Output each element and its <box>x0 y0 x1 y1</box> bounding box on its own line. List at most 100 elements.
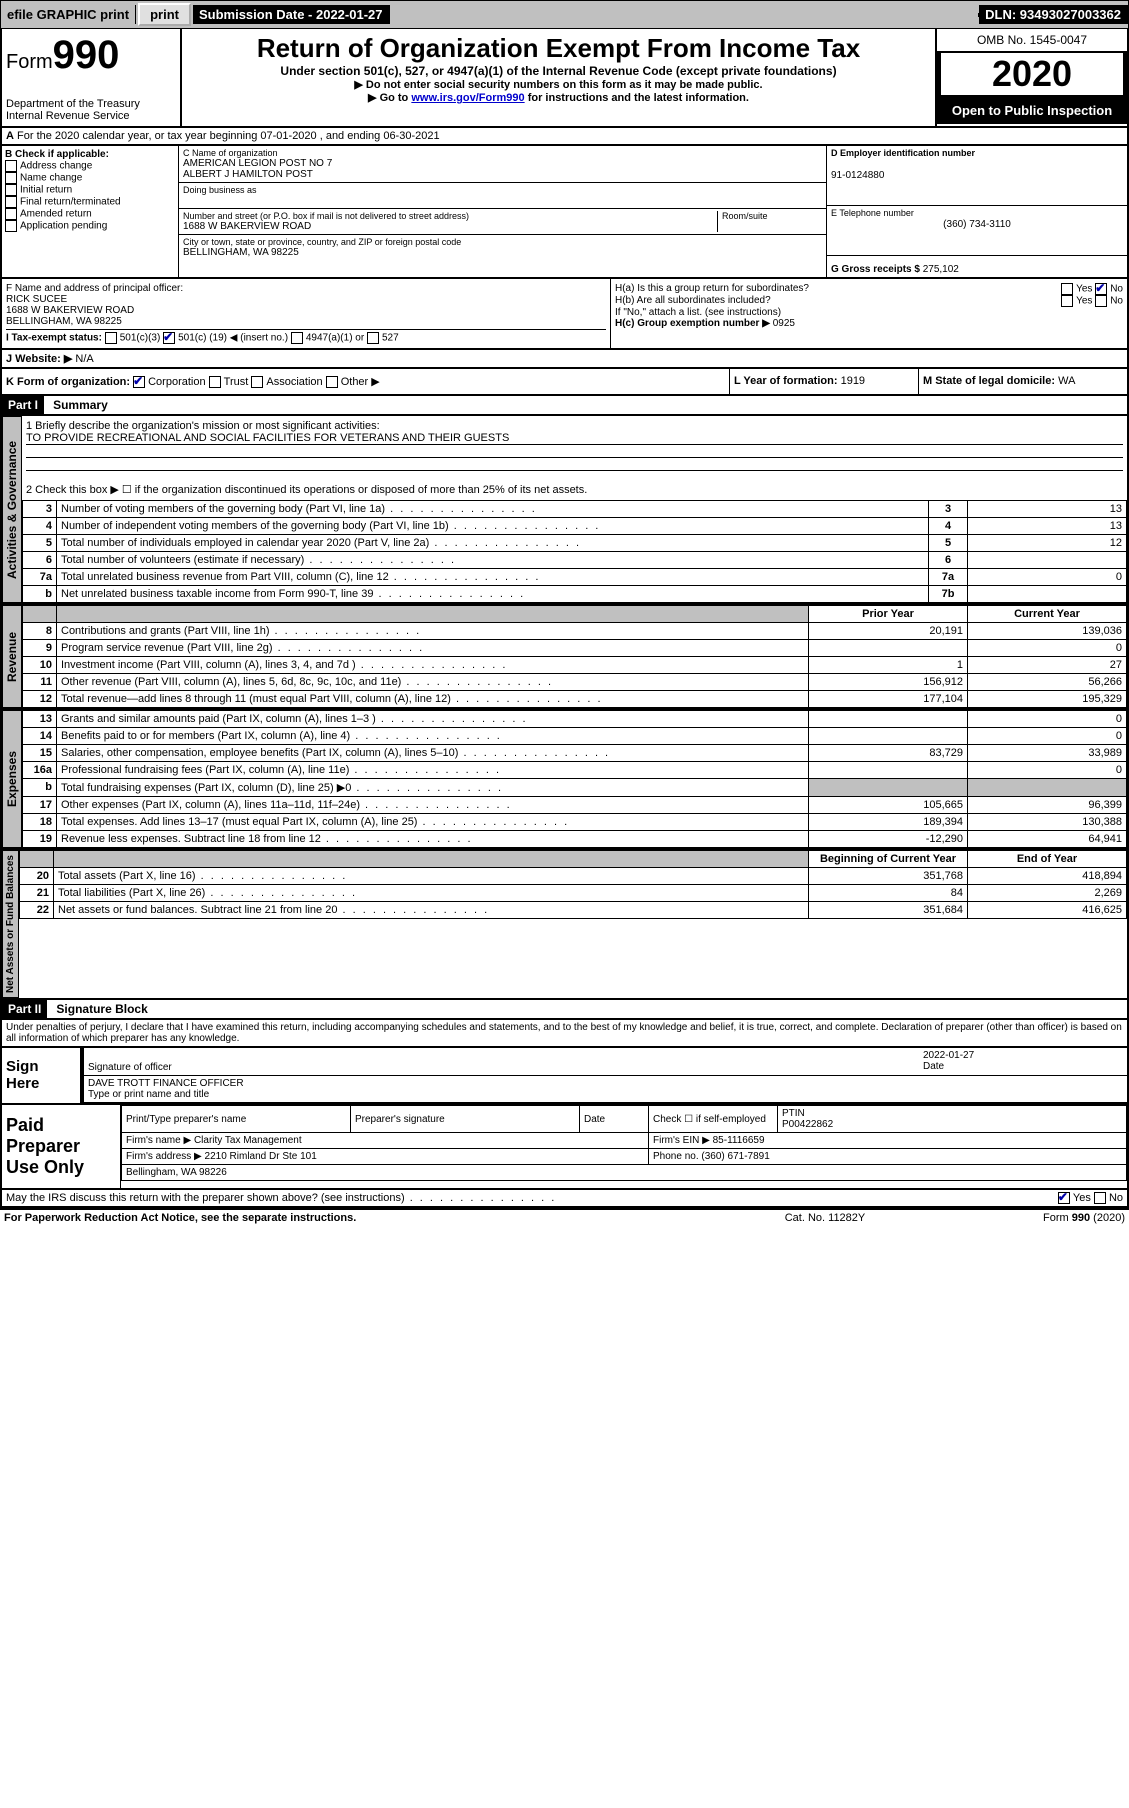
checkbox-trust[interactable] <box>209 376 221 388</box>
expenses-table: 13Grants and similar amounts paid (Part … <box>22 710 1127 848</box>
checkbox-discuss-no[interactable] <box>1094 1192 1106 1204</box>
checkbox-amended-return[interactable] <box>5 208 17 220</box>
checkbox-address-change[interactable] <box>5 160 17 172</box>
domicile-value: WA <box>1058 375 1075 387</box>
checkbox-corporation[interactable] <box>133 376 145 388</box>
org-name-label: C Name of organization <box>183 148 822 158</box>
box-b: B Check if applicable: Address change Na… <box>2 146 179 277</box>
street-address: 1688 W BAKERVIEW ROAD <box>183 221 717 232</box>
part1-header-row: Part I Summary <box>0 396 1129 416</box>
cat-number: Cat. No. 11282Y <box>725 1212 925 1224</box>
checkbox-name-change[interactable] <box>5 172 17 184</box>
firm-addr-value: 2210 Rimland Dr Ste 101 <box>205 1151 317 1162</box>
dln: DLN: 93493027003362 <box>979 5 1128 24</box>
sign-date-label: Date <box>923 1061 1123 1072</box>
city-label: City or town, state or province, country… <box>183 237 822 247</box>
identity-section: B Check if applicable: Address change Na… <box>0 146 1129 279</box>
room-label: Room/suite <box>722 211 822 221</box>
mission-text: TO PROVIDE RECREATIONAL AND SOCIAL FACIL… <box>26 432 1123 445</box>
gross-receipts-label: G Gross receipts $ <box>831 264 920 275</box>
website-value: N/A <box>75 353 93 365</box>
paperwork-notice: For Paperwork Reduction Act Notice, see … <box>4 1212 356 1224</box>
checkbox-application-pending[interactable] <box>5 220 17 232</box>
checkbox-final-return[interactable] <box>5 196 17 208</box>
revenue-vlabel: Revenue <box>2 605 22 708</box>
firm-addr-label: Firm's address ▶ <box>126 1151 202 1162</box>
table-row: 6Total number of volunteers (estimate if… <box>23 552 1127 569</box>
prep-name-label: Print/Type preparer's name <box>122 1106 351 1133</box>
print-button[interactable]: print <box>138 3 191 26</box>
subordinates-label: H(b) Are all subordinates included? <box>615 295 1061 307</box>
instructions-link[interactable]: www.irs.gov/Form990 <box>411 92 524 104</box>
discuss-question: May the IRS discuss this return with the… <box>6 1192 1058 1204</box>
officer-addr2: BELLINGHAM, WA 98225 <box>6 316 606 327</box>
firm-name-label: Firm's name ▶ <box>126 1135 191 1146</box>
type-print-label: Type or print name and title <box>88 1089 1123 1100</box>
table-row: bNet unrelated business taxable income f… <box>23 586 1127 603</box>
expenses-section: Expenses 13Grants and similar amounts pa… <box>0 710 1129 850</box>
gross-receipts-value: 275,102 <box>923 264 959 275</box>
firm-name-value: Clarity Tax Management <box>194 1135 302 1146</box>
phone-value: (360) 734-3110 <box>831 219 1123 230</box>
officer-label: F Name and address of principal officer: <box>6 283 606 294</box>
prep-sig-label: Preparer's signature <box>351 1106 580 1133</box>
form-number: Form990 <box>6 33 176 78</box>
checkbox-4947[interactable] <box>291 332 303 344</box>
table-row: 19Revenue less expenses. Subtract line 1… <box>23 831 1127 848</box>
checkbox-ha-no[interactable] <box>1095 283 1107 295</box>
ptin-value: P00422862 <box>782 1119 833 1130</box>
dept-treasury: Department of the Treasury <box>6 98 176 110</box>
netassets-section: Net Assets or Fund Balances Beginning of… <box>0 850 1129 1000</box>
table-row: 16aProfessional fundraising fees (Part I… <box>23 762 1127 779</box>
table-row: 4Number of independent voting members of… <box>23 518 1127 535</box>
ssn-warning: ▶ Do not enter social security numbers o… <box>186 78 931 91</box>
self-employed-label: Check ☐ if self-employed <box>649 1106 778 1133</box>
group-exemption-value: 0925 <box>773 318 795 329</box>
firm-ein-value: 85-1116659 <box>713 1135 765 1146</box>
checkbox-hb-yes[interactable] <box>1061 295 1073 307</box>
org-name-1: AMERICAN LEGION POST NO 7 <box>183 158 822 169</box>
page-footer: For Paperwork Reduction Act Notice, see … <box>0 1208 1129 1226</box>
table-row: 15Salaries, other compensation, employee… <box>23 745 1127 762</box>
address-label: Number and street (or P.O. box if mail i… <box>183 211 717 221</box>
checkbox-initial-return[interactable] <box>5 184 17 196</box>
group-exemption-label: H(c) Group exemption number ▶ <box>615 318 770 329</box>
line2-checkbox-note: 2 Check this box ▶ ☐ if the organization… <box>26 483 1123 496</box>
preparer-header: Paid Preparer Use Only <box>2 1105 121 1188</box>
sign-date-value: 2022-01-27 <box>923 1050 1123 1061</box>
checkbox-other[interactable] <box>326 376 338 388</box>
firm-phone-value: (360) 671-7891 <box>701 1151 769 1162</box>
tax-exempt-label: I Tax-exempt status: <box>6 333 102 344</box>
preparer-section: Paid Preparer Use Only Print/Type prepar… <box>0 1105 1129 1190</box>
expenses-vlabel: Expenses <box>2 710 22 848</box>
table-row: bTotal fundraising expenses (Part IX, co… <box>23 779 1127 797</box>
part1-title: Summary <box>47 396 114 414</box>
discuss-row: May the IRS discuss this return with the… <box>0 1190 1129 1208</box>
public-inspection: Open to Public Inspection <box>937 97 1127 124</box>
perjury-statement: Under penalties of perjury, I declare th… <box>0 1020 1129 1048</box>
revenue-section: Revenue Prior YearCurrent Year8Contribut… <box>0 605 1129 710</box>
ein-value: 91-0124880 <box>831 170 884 181</box>
org-name-2: ALBERT J HAMILTON POST <box>183 169 822 180</box>
table-row: 8Contributions and grants (Part VIII, li… <box>23 623 1127 640</box>
officer-name: RICK SUCEE <box>6 294 606 305</box>
checkbox-discuss-yes[interactable] <box>1058 1192 1070 1204</box>
checkbox-hb-no[interactable] <box>1095 295 1107 307</box>
tax-year: 2020 <box>941 53 1123 95</box>
table-row: 21Total liabilities (Part X, line 26)842… <box>20 885 1127 902</box>
checkbox-association[interactable] <box>251 376 263 388</box>
box-b-header: B Check if applicable: <box>5 149 109 160</box>
checkbox-ha-yes[interactable] <box>1061 283 1073 295</box>
firm-ein-label: Firm's EIN ▶ <box>653 1135 710 1146</box>
submission-date: Submission Date - 2022-01-27 <box>193 5 390 24</box>
netassets-table: Beginning of Current YearEnd of Year20To… <box>19 850 1127 919</box>
year-formation-value: 1919 <box>841 375 865 387</box>
checkbox-527[interactable] <box>367 332 379 344</box>
table-header-row: Beginning of Current YearEnd of Year <box>20 851 1127 868</box>
sign-here-label: Sign Here <box>2 1048 81 1103</box>
officer-group-section: F Name and address of principal officer:… <box>0 279 1129 350</box>
checkbox-501c[interactable] <box>163 332 175 344</box>
part2-badge: Part II <box>2 1000 47 1018</box>
table-row: 18Total expenses. Add lines 13–17 (must … <box>23 814 1127 831</box>
checkbox-501c3[interactable] <box>105 332 117 344</box>
